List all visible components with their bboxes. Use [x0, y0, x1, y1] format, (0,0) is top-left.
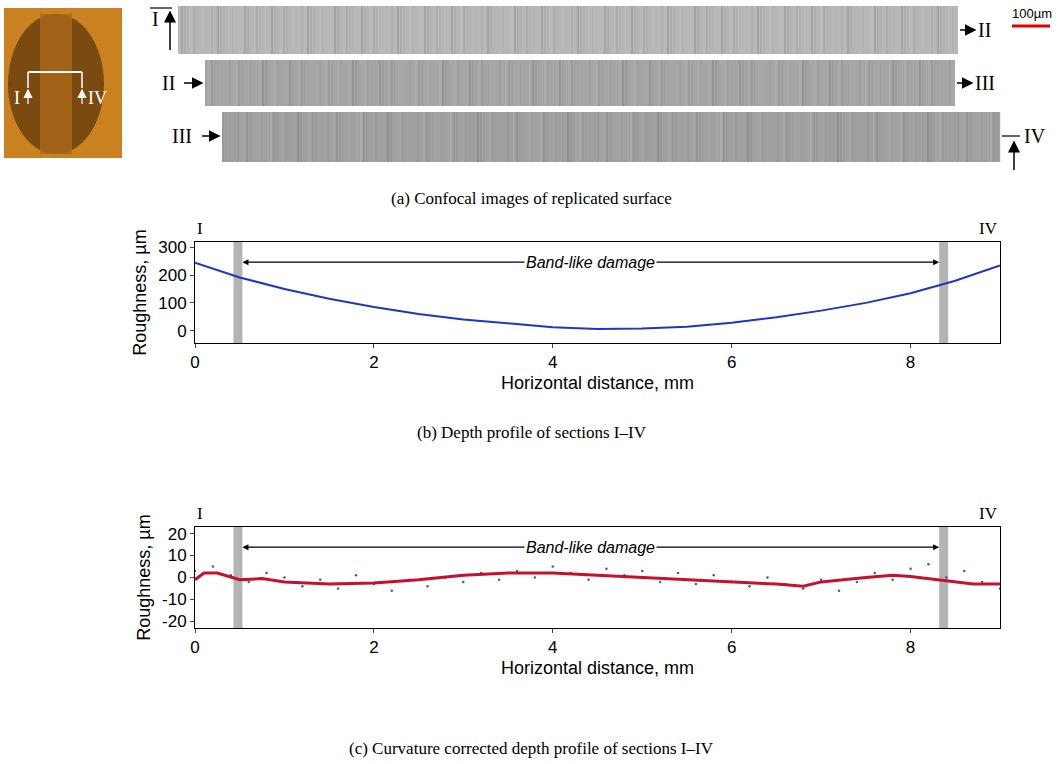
svg-text:-20: -20 [162, 612, 187, 631]
svg-text:0: 0 [190, 353, 199, 372]
svg-text:IV: IV [88, 88, 107, 108]
svg-text:Band-like damage: Band-like damage [526, 254, 655, 271]
svg-text:Band-like damage: Band-like damage [526, 539, 655, 556]
svg-text:I: I [14, 88, 20, 108]
svg-text:4: 4 [548, 638, 557, 657]
svg-text:(c) Curvature corrected depth: (c) Curvature corrected depth profile of… [349, 739, 714, 758]
svg-text:100: 100 [158, 294, 186, 313]
svg-text:4: 4 [548, 353, 557, 372]
svg-text:I: I [197, 219, 203, 238]
svg-text:Roughness, µm: Roughness, µm [134, 514, 154, 640]
svg-text:0: 0 [177, 322, 186, 341]
svg-text:II: II [978, 19, 991, 41]
svg-text:I: I [152, 8, 159, 30]
svg-text:IV: IV [1024, 125, 1046, 147]
svg-text:IV: IV [979, 219, 998, 238]
svg-text:-10: -10 [162, 590, 187, 609]
svg-text:Roughness, µm: Roughness, µm [130, 229, 150, 355]
svg-text:Horizontal distance, mm: Horizontal distance, mm [501, 658, 694, 678]
svg-text:0: 0 [190, 638, 199, 657]
svg-text:10: 10 [168, 546, 187, 565]
svg-text:IV: IV [979, 504, 998, 523]
svg-text:(b) Depth profile of sections: (b) Depth profile of sections I–IV [417, 423, 647, 442]
svg-text:0: 0 [177, 568, 186, 587]
svg-text:II: II [162, 72, 175, 94]
svg-text:I: I [197, 504, 203, 523]
svg-text:2: 2 [369, 353, 378, 372]
svg-text:Horizontal distance, mm: Horizontal distance, mm [501, 373, 694, 393]
svg-text:20: 20 [168, 525, 187, 544]
svg-text:6: 6 [727, 353, 736, 372]
svg-text:100µm: 100µm [1012, 6, 1052, 21]
svg-text:300: 300 [158, 238, 186, 257]
svg-text:6: 6 [727, 638, 736, 657]
svg-text:III: III [172, 125, 192, 147]
svg-text:200: 200 [158, 266, 186, 285]
svg-text:8: 8 [906, 638, 915, 657]
svg-text:(a) Confocal images of replica: (a) Confocal images of replicated surfac… [391, 189, 672, 208]
svg-text:8: 8 [906, 353, 915, 372]
svg-text:III: III [975, 72, 995, 94]
svg-text:2: 2 [369, 638, 378, 657]
